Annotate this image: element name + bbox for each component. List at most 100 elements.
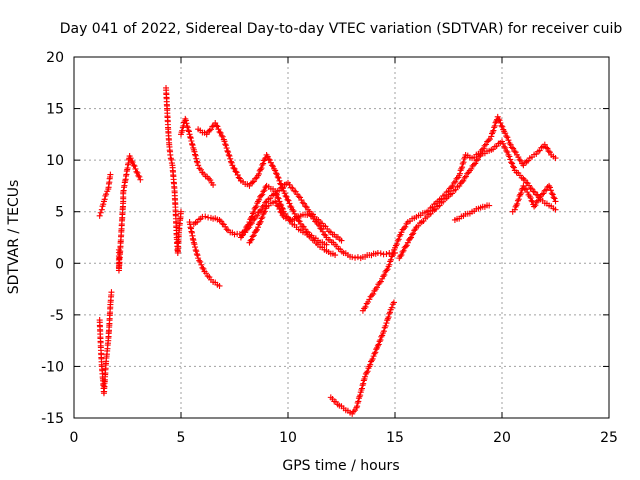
plot-frame xyxy=(73,56,610,419)
trace-point xyxy=(266,157,273,164)
trace-point xyxy=(484,202,491,209)
trace-point xyxy=(368,292,375,299)
trace-point xyxy=(275,175,282,182)
trace-point xyxy=(503,147,510,154)
trace-point xyxy=(130,161,137,168)
trace-point xyxy=(224,147,231,154)
trace-point xyxy=(219,133,226,140)
trace-point xyxy=(369,355,376,362)
trace-point xyxy=(193,158,200,165)
trace-point xyxy=(548,190,555,197)
trace-point xyxy=(197,166,204,173)
trace-point xyxy=(374,344,381,351)
trace-point xyxy=(502,144,509,151)
x-tick-label: 0 xyxy=(70,430,79,446)
trace-point xyxy=(518,174,525,181)
trace-point xyxy=(225,149,232,156)
trace-point xyxy=(510,163,517,170)
trace-point xyxy=(274,194,281,201)
trace-point xyxy=(277,208,284,215)
trace-point xyxy=(362,303,369,310)
trace-point xyxy=(240,231,247,238)
trace-point xyxy=(373,346,380,353)
trace-point xyxy=(384,317,391,324)
trace-point xyxy=(359,382,366,389)
trace-point xyxy=(458,213,465,220)
trace-point xyxy=(481,142,488,149)
trace-point xyxy=(257,166,264,173)
trace-point xyxy=(544,145,551,152)
x-tick-label: 5 xyxy=(177,430,186,446)
trace-point xyxy=(188,137,195,144)
trace-point xyxy=(538,191,545,198)
trace-point xyxy=(304,231,311,238)
trace-point xyxy=(258,192,265,199)
trace-point xyxy=(406,235,413,242)
trace-point xyxy=(235,174,242,181)
trace-point xyxy=(191,241,198,248)
trace-point xyxy=(507,156,514,163)
trace-point xyxy=(133,168,140,175)
trace-point xyxy=(400,225,407,232)
trace-point xyxy=(295,226,302,233)
trace-point xyxy=(234,171,241,178)
trace-point xyxy=(452,178,459,185)
trace-point xyxy=(329,250,336,257)
trace-point xyxy=(489,130,496,137)
trace-point xyxy=(279,185,286,192)
grid xyxy=(74,57,609,418)
trace-point xyxy=(357,392,364,399)
data-point xyxy=(488,133,495,140)
trace-point xyxy=(508,144,515,151)
trace-point xyxy=(182,117,189,124)
data-point xyxy=(552,198,559,205)
trace-point xyxy=(233,169,240,176)
trace-point xyxy=(299,199,306,206)
data-point xyxy=(137,176,144,183)
trace-point xyxy=(222,142,229,149)
trace-point xyxy=(206,274,213,281)
trace-point xyxy=(377,250,384,257)
trace-point xyxy=(184,123,191,130)
trace-point xyxy=(248,236,255,243)
trace-point xyxy=(231,165,238,172)
trace-point xyxy=(278,209,285,216)
trace-point xyxy=(515,196,522,203)
trace-point xyxy=(283,193,290,200)
data-point xyxy=(366,296,373,303)
trace-point xyxy=(223,145,230,152)
y-tick-label: -15 xyxy=(41,411,64,427)
trace-point xyxy=(250,209,257,216)
trace-point xyxy=(490,127,497,134)
trace-point xyxy=(533,199,540,206)
trace-point xyxy=(274,173,281,180)
trace-point xyxy=(253,174,260,181)
trace-point xyxy=(461,174,468,181)
trace-point xyxy=(361,375,368,382)
trace-point xyxy=(250,232,257,239)
trace-point xyxy=(214,123,221,130)
trace-point xyxy=(400,247,407,254)
trace-point xyxy=(299,223,306,230)
trace-point xyxy=(316,222,323,229)
trace-point xyxy=(386,310,393,317)
trace-point xyxy=(278,181,285,188)
data-point xyxy=(255,224,262,231)
trace-point xyxy=(475,205,482,212)
trace-point xyxy=(473,157,480,164)
trace-point xyxy=(472,160,479,167)
trace-point xyxy=(128,158,135,165)
trace-point xyxy=(355,395,362,402)
trace-point xyxy=(380,328,387,335)
trace-point xyxy=(279,184,286,191)
trace-point xyxy=(540,143,547,150)
trace-point xyxy=(248,214,255,221)
trace-point xyxy=(229,229,236,236)
trace-point xyxy=(347,409,354,416)
trace-point xyxy=(192,244,199,251)
trace-point xyxy=(184,124,191,131)
trace-point xyxy=(318,226,325,233)
trace-point xyxy=(547,187,554,194)
trace-point xyxy=(312,218,319,225)
trace-point xyxy=(408,234,415,241)
